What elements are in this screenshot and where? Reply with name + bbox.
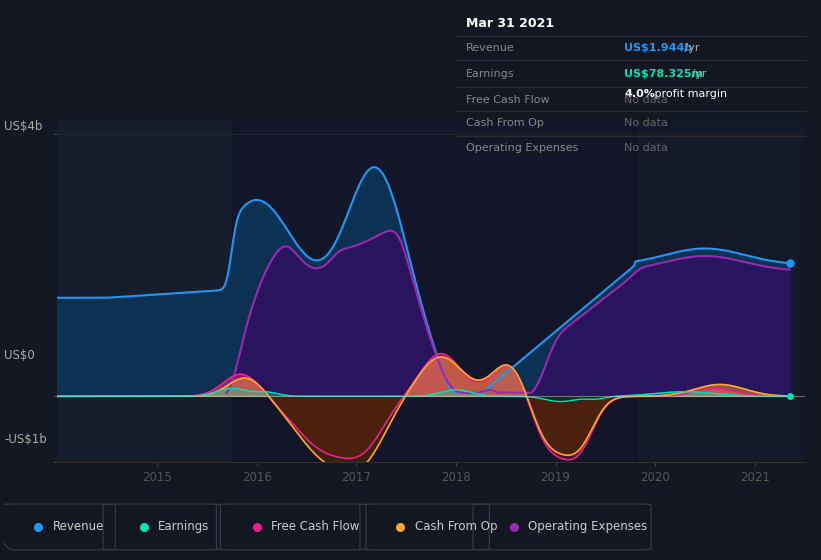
Bar bbox=[232, 120, 635, 462]
Text: Free Cash Flow: Free Cash Flow bbox=[466, 95, 550, 105]
Bar bbox=[635, 120, 805, 462]
Text: Free Cash Flow: Free Cash Flow bbox=[272, 520, 360, 534]
Text: No data: No data bbox=[624, 118, 668, 128]
Text: profit margin: profit margin bbox=[651, 89, 727, 99]
Text: Earnings: Earnings bbox=[158, 520, 209, 534]
Text: 4.0%: 4.0% bbox=[624, 89, 655, 99]
Text: Operating Expenses: Operating Expenses bbox=[466, 143, 579, 153]
Text: Revenue: Revenue bbox=[53, 520, 104, 534]
Text: US$1.944b: US$1.944b bbox=[624, 43, 693, 53]
Text: US$0: US$0 bbox=[4, 349, 34, 362]
Text: /yr: /yr bbox=[687, 68, 706, 78]
Text: Cash From Op: Cash From Op bbox=[415, 520, 498, 534]
Text: US$78.325m: US$78.325m bbox=[624, 68, 704, 78]
Text: Mar 31 2021: Mar 31 2021 bbox=[466, 17, 554, 30]
Text: Earnings: Earnings bbox=[466, 68, 515, 78]
Text: Operating Expenses: Operating Expenses bbox=[528, 520, 648, 534]
Text: -US$1b: -US$1b bbox=[4, 433, 47, 446]
Text: /yr: /yr bbox=[681, 43, 699, 53]
Text: No data: No data bbox=[624, 95, 668, 105]
Text: US$4b: US$4b bbox=[4, 119, 43, 133]
Text: Revenue: Revenue bbox=[466, 43, 515, 53]
Text: No data: No data bbox=[624, 143, 668, 153]
Text: Cash From Op: Cash From Op bbox=[466, 118, 544, 128]
